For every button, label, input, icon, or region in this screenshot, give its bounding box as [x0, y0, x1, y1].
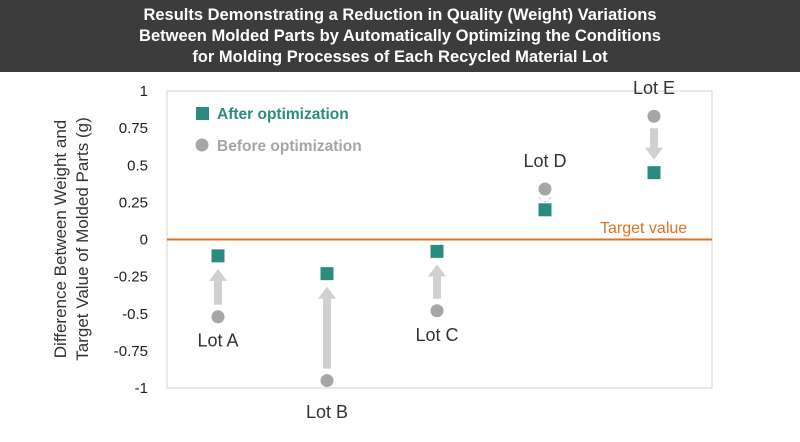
y-tick-label: 0.5: [127, 157, 148, 174]
before-optimization-point: [647, 109, 661, 123]
y-tick-label: 0.25: [119, 194, 148, 211]
before-optimization-point: [211, 310, 225, 324]
improvement-arrow: [538, 197, 552, 203]
after-optimization-point: [211, 249, 225, 263]
lot-label: Lot D: [523, 151, 566, 171]
y-tick-label: 1: [140, 83, 148, 100]
after-optimization-point: [647, 166, 661, 180]
after-optimization-point: [320, 267, 334, 281]
lot-label: Lot A: [197, 331, 238, 351]
before-optimization-point: [320, 374, 334, 388]
y-axis-label-line-1: Difference Between Weight and: [51, 120, 70, 358]
improvement-arrow: [428, 264, 446, 299]
before-optimization-point: [430, 304, 444, 318]
legend-after-label: After optimization: [217, 106, 349, 123]
target-value-label: Target value: [600, 220, 687, 237]
title-line-1: Results Demonstrating a Reduction in Qua…: [143, 5, 657, 24]
chart-title: Results Demonstrating a Reduction in Qua…: [0, 0, 800, 72]
title-line-3: for Molding Processes of Each Recycled M…: [192, 47, 608, 66]
lot-label: Lot C: [415, 325, 458, 345]
legend-after-swatch: [196, 107, 209, 120]
improvement-arrow: [645, 128, 663, 160]
lot-label: Lot B: [306, 402, 348, 422]
y-tick-label: 0.75: [119, 120, 148, 137]
after-optimization-point: [538, 203, 552, 217]
y-tick-label: -0.75: [114, 343, 148, 360]
title-line-2: Between Molded Parts by Automatically Op…: [139, 26, 661, 45]
improvement-arrow: [318, 286, 336, 369]
chart-area: 1 0.75 0.5 0.25 0 -0.25 -0.5 -0.75 -1 Difference…: [51, 78, 713, 422]
lot-label: Lot E: [633, 78, 675, 98]
y-tick-label: -1: [135, 380, 148, 397]
y-axis-label-line-2: Target Value of Molded Parts (g): [73, 117, 92, 360]
after-optimization-point: [430, 244, 444, 258]
legend-before-swatch: [195, 138, 209, 152]
improvement-arrow: [209, 268, 227, 305]
legend-before-label: Before optimization: [217, 138, 362, 155]
y-tick-label: -0.5: [122, 306, 148, 323]
legend: After optimization Before optimization: [195, 106, 362, 155]
y-tick-label: 0: [140, 232, 148, 249]
before-optimization-point: [538, 182, 552, 196]
y-tick-label: -0.25: [114, 269, 148, 286]
